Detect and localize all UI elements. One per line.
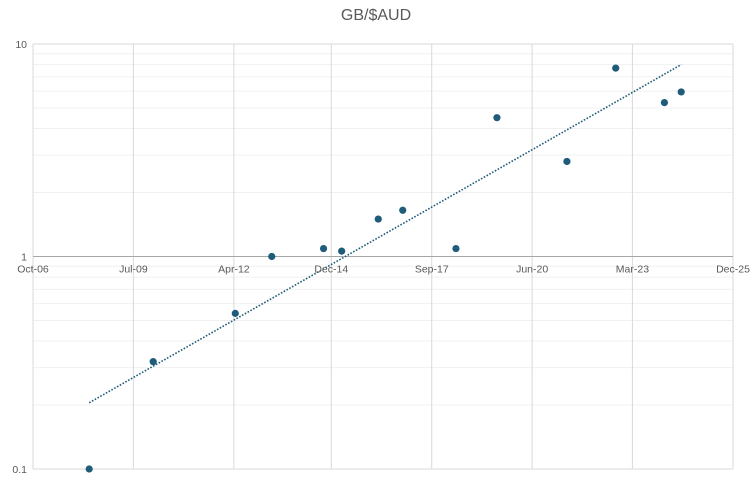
grid-layer [32,43,734,470]
x-tick-label: Dec-25 [716,264,750,276]
data-point [374,215,382,223]
x-tick-label: Apr-12 [218,264,250,276]
data-point [268,252,276,261]
data-point [85,465,93,473]
y-tick-label: 0.1 [12,464,27,476]
x-tick-label: Oct-06 [17,264,49,276]
data-point [338,247,346,255]
data-point [660,98,669,107]
data-point [399,206,407,214]
data-point [563,157,571,166]
x-tick-label: Mar-23 [616,264,649,276]
points-layer [85,64,685,473]
y-tick-label: 1 [21,252,27,264]
trendline-layer [88,63,682,404]
data-point [452,244,460,253]
data-point [149,358,157,366]
tick-labels-layer: 0.1 1 10 Oct-06 Jul-09 Apr-12 Dec-14 Sep-17 Jun-… [12,39,750,476]
x-tick-label: Sep-17 [415,264,449,276]
x-tick-label: Jun-20 [516,264,548,276]
x-tick-label: Jul-09 [119,264,148,276]
chart-title: GB/$AUD [340,7,412,24]
data-point [677,88,685,96]
data-point [493,114,501,122]
data-point [612,64,620,72]
trendline [88,63,682,404]
data-point [231,309,239,317]
y-tick-label: 10 [15,39,27,51]
data-point [319,244,328,253]
x-tick-label: Dec-14 [314,264,348,276]
